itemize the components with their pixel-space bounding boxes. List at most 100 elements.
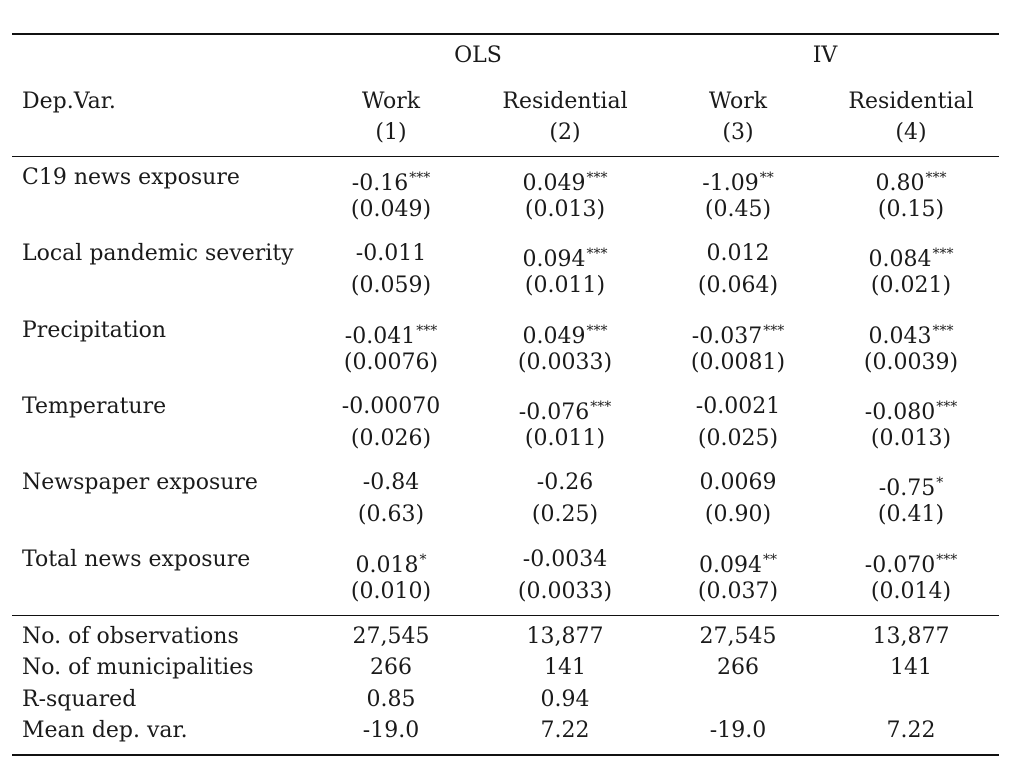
coefficient-cell: -0.037*** <box>692 318 784 350</box>
stat-value: -19.0 <box>709 718 767 743</box>
group-header-iv: IV <box>812 43 838 68</box>
significance-stars: *** <box>590 399 612 415</box>
standard-error-cell: (0.025) <box>697 426 779 451</box>
top-rule <box>12 33 999 35</box>
stat-label: No. of observations <box>22 624 239 649</box>
coefficient-cell: 0.094** <box>699 547 777 579</box>
column-header-3: Work <box>708 89 768 114</box>
coefficient-value: 0.084 <box>868 247 932 272</box>
standard-error-cell: (0.90) <box>704 502 772 527</box>
stat-value: 0.94 <box>540 687 590 712</box>
group-header-ols: OLS <box>454 43 502 68</box>
coefficient-value: -0.16 <box>351 171 409 196</box>
standard-error-cell: (0.45) <box>704 197 772 222</box>
coefficient-cell: -0.00070 <box>342 394 440 420</box>
standard-error-cell: (0.0039) <box>863 350 959 375</box>
coefficient-value: 0.0069 <box>699 470 777 495</box>
significance-stars: *** <box>932 323 954 339</box>
column-number-2: (2) <box>549 120 581 145</box>
significance-stars: ** <box>762 552 777 568</box>
standard-error-cell: (0.010) <box>350 579 432 604</box>
standard-error-cell: (0.0076) <box>343 350 439 375</box>
stat-value: 0.85 <box>366 687 416 712</box>
significance-stars: *** <box>936 552 958 568</box>
coefficient-value: 0.094 <box>699 553 762 578</box>
coefficient-value: 0.049 <box>522 324 586 349</box>
coefficient-value: -0.75 <box>878 476 936 501</box>
stat-value: 13,877 <box>526 624 604 649</box>
coefficient-value: -0.84 <box>362 470 420 495</box>
coefficient-cell: -0.0034 <box>523 547 607 573</box>
standard-error-cell: (0.013) <box>870 426 952 451</box>
stats-rule <box>12 615 999 616</box>
coefficient-cell: -0.011 <box>356 241 426 267</box>
column-header-4: Residential <box>848 89 974 114</box>
coefficient-value: -0.011 <box>355 241 427 266</box>
stat-value: 266 <box>370 655 412 680</box>
stat-value: 27,545 <box>352 624 430 649</box>
standard-error-cell: (0.014) <box>870 579 952 604</box>
row-label: C19 news exposure <box>22 165 240 190</box>
coefficient-value: 0.049 <box>522 171 586 196</box>
significance-stars: * <box>936 475 944 491</box>
coefficient-value: 0.094 <box>522 247 586 272</box>
coefficient-value: -0.070 <box>864 553 936 578</box>
coefficient-cell: 0.049*** <box>523 318 608 350</box>
coefficient-cell: -1.09** <box>702 165 773 197</box>
coefficient-value: -0.0021 <box>695 394 781 419</box>
coefficient-cell: -0.75* <box>879 470 943 502</box>
column-header-2: Residential <box>502 89 628 114</box>
coefficient-value: -0.0034 <box>522 547 608 572</box>
coefficient-cell: -0.84 <box>363 470 419 496</box>
significance-stars: *** <box>932 246 954 262</box>
stat-value: 141 <box>890 655 932 680</box>
significance-stars: *** <box>925 170 947 186</box>
standard-error-cell: (0.25) <box>531 502 599 527</box>
standard-error-cell: (0.037) <box>697 579 779 604</box>
coefficient-cell: 0.084*** <box>869 241 954 273</box>
stat-value: 141 <box>544 655 586 680</box>
coefficient-cell: 0.012 <box>707 241 770 267</box>
coefficient-cell: -0.076*** <box>519 394 611 426</box>
standard-error-cell: (0.026) <box>350 426 432 451</box>
standard-error-cell: (0.0033) <box>517 350 613 375</box>
significance-stars: *** <box>586 170 608 186</box>
coefficient-cell: 0.018* <box>356 547 427 579</box>
standard-error-cell: (0.0081) <box>690 350 786 375</box>
stat-value: 13,877 <box>872 624 950 649</box>
coefficient-value: 0.80 <box>875 171 925 196</box>
significance-stars: *** <box>586 246 608 262</box>
row-label: Temperature <box>22 394 167 419</box>
row-label: Newspaper exposure <box>22 470 258 495</box>
standard-error-cell: (0.064) <box>697 273 779 298</box>
significance-stars: *** <box>416 323 438 339</box>
stat-label: Mean dep. var. <box>22 718 188 743</box>
significance-stars: *** <box>409 170 431 186</box>
standard-error-cell: (0.011) <box>524 426 606 451</box>
coefficient-value: -0.080 <box>864 400 936 425</box>
stat-value: -19.0 <box>362 718 420 743</box>
coefficient-cell: 0.049*** <box>523 165 608 197</box>
coefficient-cell: 0.0069 <box>700 470 777 496</box>
standard-error-cell: (0.013) <box>524 197 606 222</box>
header-rule <box>12 156 999 157</box>
row-label: Total news exposure <box>22 547 251 572</box>
significance-stars: *** <box>763 323 785 339</box>
standard-error-cell: (0.021) <box>870 273 952 298</box>
standard-error-cell: (0.049) <box>350 197 432 222</box>
significance-stars: ** <box>759 170 774 186</box>
coefficient-cell: 0.094*** <box>523 241 608 273</box>
coefficient-cell: 0.80*** <box>876 165 947 197</box>
coefficient-value: -0.041 <box>344 324 416 349</box>
standard-error-cell: (0.63) <box>357 502 425 527</box>
coefficient-cell: -0.080*** <box>865 394 957 426</box>
stat-value: 7.22 <box>886 718 936 743</box>
row-label: Precipitation <box>22 318 167 343</box>
coefficient-value: 0.018 <box>355 553 419 578</box>
dep-var-label: Dep.Var. <box>22 89 116 114</box>
row-label: Local pandemic severity <box>22 241 294 266</box>
coefficient-value: 0.012 <box>706 241 770 266</box>
column-number-1: (1) <box>375 120 407 145</box>
coefficient-cell: -0.0021 <box>696 394 780 420</box>
coefficient-cell: -0.16*** <box>352 165 430 197</box>
